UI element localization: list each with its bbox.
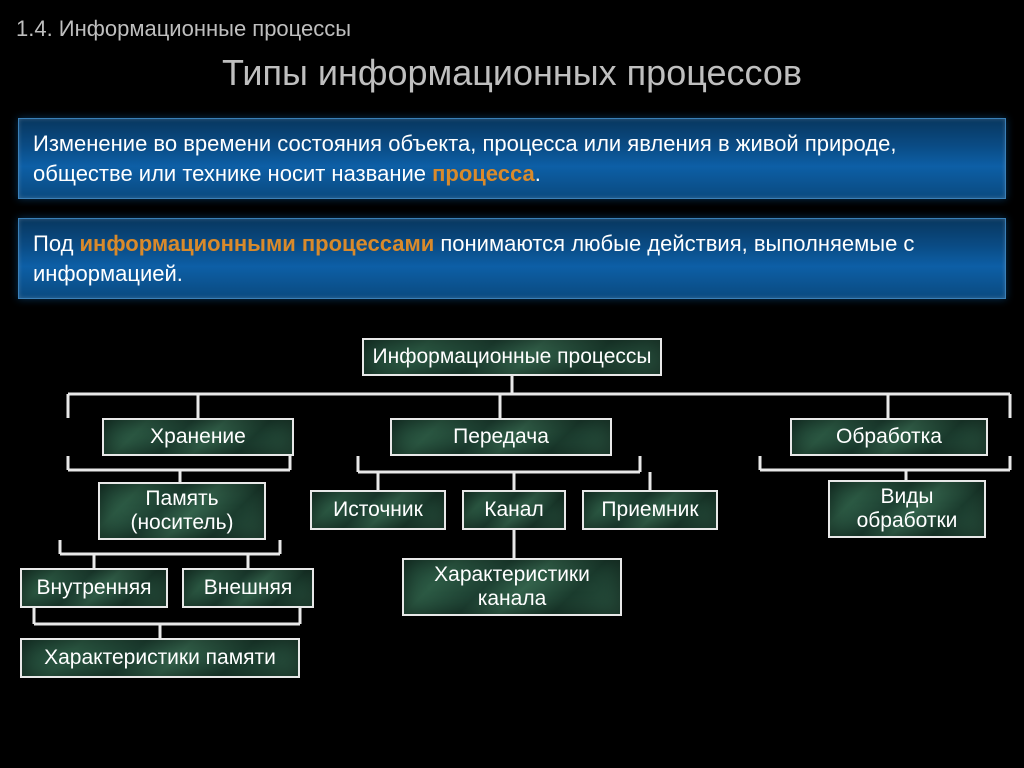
node-source: Источник bbox=[310, 490, 446, 530]
text-pre: Под bbox=[33, 231, 80, 256]
definition-process: Изменение во времени состояния объекта, … bbox=[18, 118, 1006, 199]
node-storage: Хранение bbox=[102, 418, 294, 456]
breadcrumb: 1.4. Информационные процессы bbox=[16, 16, 351, 42]
node-processing: Обработка bbox=[790, 418, 988, 456]
hierarchy-diagram: Информационные процессы Хранение Передач… bbox=[0, 332, 1024, 752]
page-title: Типы информационных процессов bbox=[0, 52, 1024, 94]
node-memory: Память(носитель) bbox=[98, 482, 266, 540]
text-highlight: информационными процессами bbox=[80, 231, 435, 256]
text-post: . bbox=[535, 161, 541, 186]
node-channel: Канал bbox=[462, 490, 566, 530]
node-internal: Внутренняя bbox=[20, 568, 168, 608]
node-root: Информационные процессы bbox=[362, 338, 662, 376]
connector-lines bbox=[0, 332, 1024, 752]
node-processing-types: Видыобработки bbox=[828, 480, 986, 538]
node-memory-characteristics: Характеристики памяти bbox=[20, 638, 300, 678]
text-highlight: процесса bbox=[432, 161, 535, 186]
node-channel-characteristics: Характеристикиканала bbox=[402, 558, 622, 616]
node-receiver: Приемник bbox=[582, 490, 718, 530]
node-external: Внешняя bbox=[182, 568, 314, 608]
node-transfer: Передача bbox=[390, 418, 612, 456]
definition-info-process: Под информационными процессами понимаютс… bbox=[18, 218, 1006, 299]
